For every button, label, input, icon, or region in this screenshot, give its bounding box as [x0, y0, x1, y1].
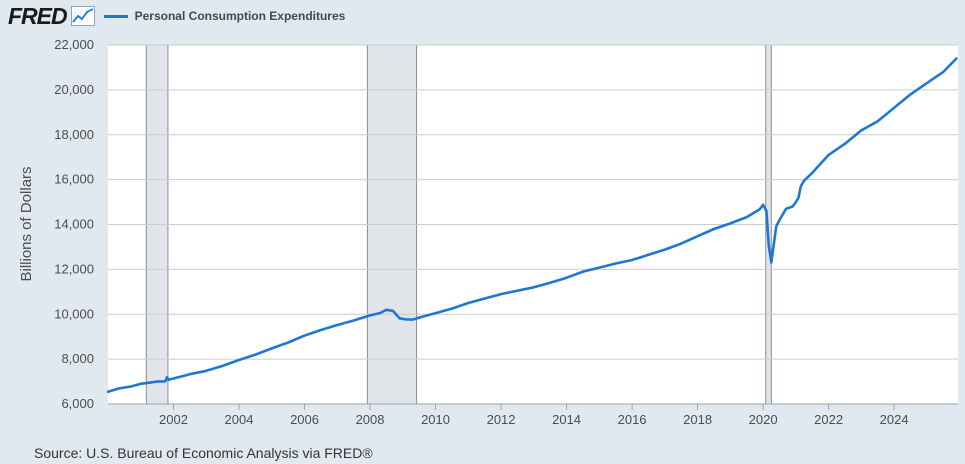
x-tick-label-2022: 2022	[814, 412, 843, 427]
x-tick-label-2010: 2010	[421, 412, 450, 427]
legend-label: Personal Consumption Expenditures	[134, 9, 346, 23]
x-axis: 2002 2004 2006 2008 2010 2012 2014 2016 2018 2020…	[108, 403, 958, 427]
y-tick-label-8000: 8,000	[61, 351, 94, 366]
gridlines	[108, 44, 958, 360]
x-tick-label-2014: 2014	[552, 412, 581, 427]
y-tick-label-16000: 16,000	[54, 172, 94, 187]
x-tick-label-2002: 2002	[159, 412, 188, 427]
x-tick-label-2016: 2016	[618, 412, 647, 427]
x-tick-label-2020: 2020	[749, 412, 778, 427]
graph-icon	[70, 6, 95, 26]
y-tick-label-12000: 12,000	[54, 261, 94, 276]
x-tick-label-2012: 2012	[487, 412, 516, 427]
x-tick-label-2018: 2018	[683, 412, 712, 427]
y-axis-title: Billions of Dollars	[18, 166, 35, 281]
y-tick-label-6000: 6,000	[61, 396, 94, 411]
y-tick-label-10000: 10,000	[54, 306, 94, 321]
legend-swatch	[103, 14, 128, 18]
fred-logo[interactable]: FRED	[8, 2, 68, 29]
y-tick-label-22000: 22,000	[54, 37, 94, 52]
chart-header: FRED Personal Consumption Expenditures	[8, 3, 345, 29]
series-layer	[106, 57, 958, 394]
x-tick-label-2024: 2024	[880, 412, 909, 427]
source-note: Source: U.S. Bureau of Economic Analysis…	[34, 445, 373, 461]
y-tick-label-20000: 20,000	[54, 82, 94, 97]
x-tick-label-2008: 2008	[356, 412, 385, 427]
legend: Personal Consumption Expenditures	[103, 9, 346, 23]
x-tick-label-2004: 2004	[225, 412, 254, 427]
line-chart: 2002 2004 2006 2008 2010 2012 2014 2016 2018 2020…	[18, 37, 958, 427]
y-tick-label-18000: 18,000	[54, 127, 94, 142]
y-axis: 6,000 8,000 10,000 12,000 14,000 16,000 18,000…	[54, 37, 94, 411]
y-tick-label-14000: 14,000	[54, 217, 94, 232]
series-line-pce	[106, 57, 958, 394]
x-tick-label-2006: 2006	[290, 412, 319, 427]
